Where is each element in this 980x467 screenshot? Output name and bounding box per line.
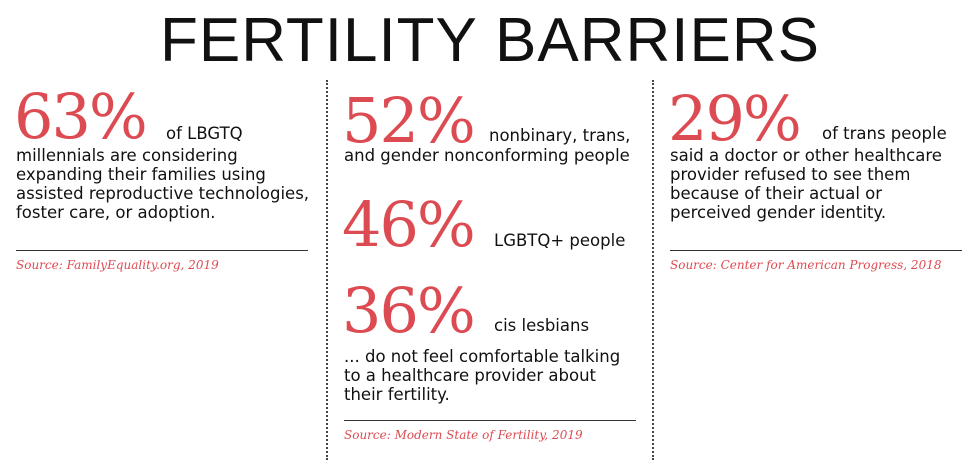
source-citation: Source: Modern State of Fertility, 2019 [344, 428, 583, 442]
stat-52-label-line2: and gender nonconforming people [344, 146, 630, 165]
source-citation: Source: Center for American Progress, 20… [670, 258, 942, 272]
column-divider-left [326, 80, 328, 460]
body-line: because of their actual or [670, 184, 883, 203]
stat-29-label: of trans people [822, 124, 947, 143]
body-line: assisted reproductive technologies, [16, 184, 310, 203]
stat-46-percent: 46% [342, 188, 476, 261]
body-line: their fertility. [344, 385, 450, 404]
body-line: millennials are considering [16, 146, 238, 165]
stat-36-label: cis lesbians [494, 316, 590, 335]
stat-52-percent: 52% [342, 84, 476, 157]
body-line: to a healthcare provider about [344, 366, 596, 385]
page-title: FERTILITY BARRIERS [160, 6, 820, 75]
stat-36-percent: 36% [342, 274, 476, 347]
body-line: said a doctor or other healthcare [670, 146, 942, 165]
stat-63-label: of LBGTQ [166, 124, 243, 143]
source-citation: Source: FamilyEquality.org, 2019 [16, 258, 219, 272]
column-divider-right [652, 80, 654, 460]
body-line: perceived gender identity. [670, 203, 887, 222]
source-divider [344, 420, 636, 421]
body-line: ... do not feel comfortable talking [344, 347, 621, 366]
body-line: foster care, or adoption. [16, 203, 216, 222]
stat-52-label: nonbinary, trans, [489, 126, 631, 145]
stat-46-label: LGBTQ+ people [494, 231, 626, 250]
source-divider [670, 250, 962, 251]
source-divider [16, 250, 308, 251]
body-line: provider refused to see them [670, 165, 911, 184]
stat-63-percent: 63% [14, 80, 148, 153]
stat-29-percent: 29% [668, 82, 802, 155]
body-line: expanding their families using [16, 165, 266, 184]
